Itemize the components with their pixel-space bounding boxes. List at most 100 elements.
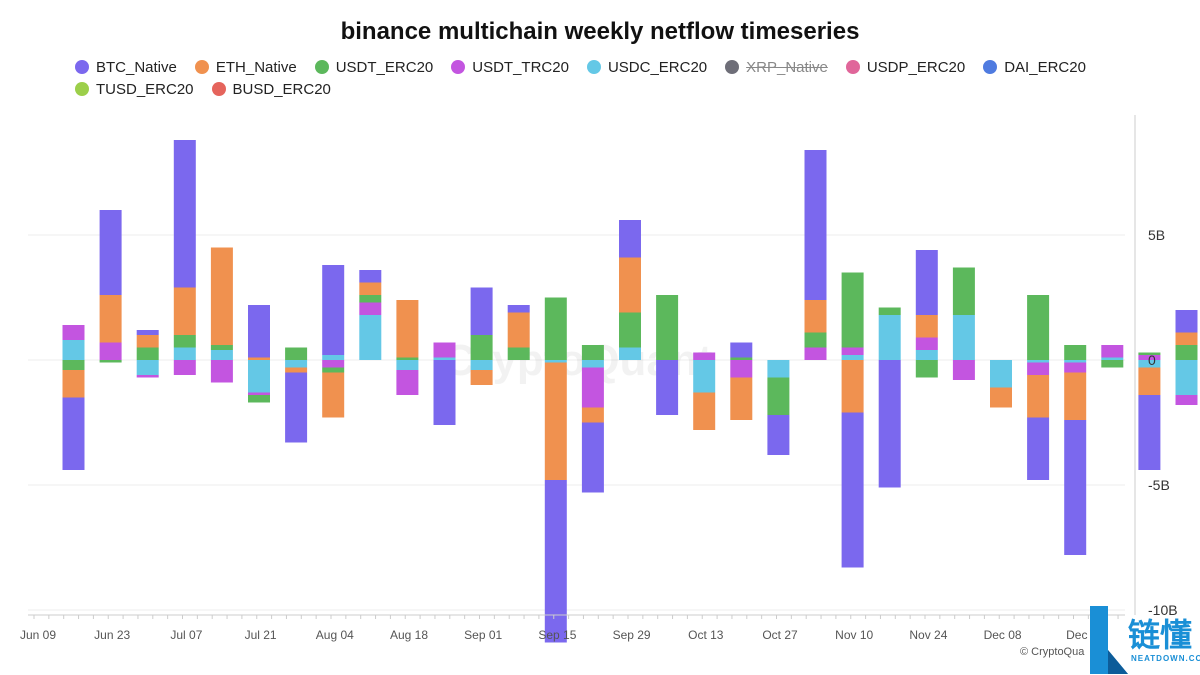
bar-usdc-erc20[interactable] bbox=[990, 360, 1012, 388]
bar-btc-native[interactable] bbox=[1027, 417, 1050, 481]
bar-usdt-trc20[interactable] bbox=[1064, 362, 1087, 373]
bar-btc-native[interactable] bbox=[804, 150, 827, 300]
bar-btc-native[interactable] bbox=[507, 305, 530, 313]
bar-btc-native[interactable] bbox=[173, 140, 196, 288]
bar-eth-native[interactable] bbox=[62, 370, 85, 398]
bar-btc-native[interactable] bbox=[322, 265, 345, 355]
bar-usdt-erc20[interactable] bbox=[544, 297, 567, 361]
bar-usdt-erc20[interactable] bbox=[173, 335, 196, 348]
bar-usdt-erc20[interactable] bbox=[581, 345, 604, 360]
bar-usdt-erc20[interactable] bbox=[952, 267, 975, 316]
bar-btc-native[interactable] bbox=[359, 270, 382, 283]
bar-usdc-erc20[interactable] bbox=[1101, 357, 1124, 361]
bar-usdt-erc20[interactable] bbox=[1101, 360, 1124, 368]
bar-usdc-erc20[interactable] bbox=[841, 355, 864, 360]
bar-usdt-trc20[interactable] bbox=[99, 342, 122, 361]
bar-usdt-erc20[interactable] bbox=[804, 332, 827, 348]
bar-eth-native[interactable] bbox=[507, 312, 530, 348]
legend-item-eth-native[interactable]: ETH_Native bbox=[194, 57, 297, 77]
bar-eth-native[interactable] bbox=[136, 335, 159, 348]
bar-eth-native[interactable] bbox=[173, 287, 196, 336]
bar-usdc-erc20[interactable] bbox=[1138, 360, 1161, 368]
bar-usdt-erc20[interactable] bbox=[656, 295, 679, 360]
bar-usdt-trc20[interactable] bbox=[952, 360, 975, 380]
bar-eth-native[interactable] bbox=[693, 392, 716, 431]
bar-btc-native[interactable] bbox=[285, 372, 308, 443]
bar-usdc-erc20[interactable] bbox=[433, 357, 456, 361]
bar-eth-native[interactable] bbox=[396, 300, 419, 358]
bar-usdc-erc20[interactable] bbox=[693, 360, 716, 393]
bar-usdc-erc20[interactable] bbox=[952, 315, 975, 360]
bar-usdc-erc20[interactable] bbox=[62, 340, 85, 360]
bar-usdt-trc20[interactable] bbox=[1027, 362, 1050, 376]
bar-usdt-erc20[interactable] bbox=[396, 357, 419, 361]
bar-usdt-trc20[interactable] bbox=[1175, 395, 1198, 405]
bar-usdc-erc20[interactable] bbox=[581, 360, 604, 368]
bar-usdc-erc20[interactable] bbox=[322, 355, 345, 360]
legend-item-btc-native[interactable]: BTC_Native bbox=[75, 57, 177, 77]
legend-item-usdt-trc20[interactable]: USDT_TRC20 bbox=[451, 57, 569, 77]
bar-usdt-erc20[interactable] bbox=[359, 295, 382, 303]
bar-usdc-erc20[interactable] bbox=[210, 350, 233, 360]
bar-btc-native[interactable] bbox=[581, 422, 604, 493]
bar-usdc-erc20[interactable] bbox=[396, 360, 419, 370]
bar-btc-native[interactable] bbox=[1064, 420, 1087, 555]
bar-usdt-trc20[interactable] bbox=[433, 342, 456, 358]
bar-eth-native[interactable] bbox=[915, 315, 938, 338]
bar-eth-native[interactable] bbox=[544, 362, 567, 481]
bar-usdt-erc20[interactable] bbox=[285, 347, 308, 361]
bar-usdc-erc20[interactable] bbox=[544, 360, 567, 363]
bar-btc-native[interactable] bbox=[99, 210, 122, 295]
bar-usdt-trc20[interactable] bbox=[210, 360, 233, 383]
bar-usdt-erc20[interactable] bbox=[507, 347, 530, 361]
bar-eth-native[interactable] bbox=[470, 370, 493, 385]
bar-usdc-erc20[interactable] bbox=[470, 360, 493, 370]
bar-usdt-trc20[interactable] bbox=[693, 352, 716, 361]
bar-btc-native[interactable] bbox=[730, 342, 753, 358]
bar-eth-native[interactable] bbox=[322, 372, 345, 418]
bar-usdc-erc20[interactable] bbox=[359, 315, 382, 360]
bar-usdc-erc20[interactable] bbox=[285, 360, 308, 368]
bar-usdt-trc20[interactable] bbox=[841, 347, 864, 356]
bar-usdt-erc20[interactable] bbox=[730, 357, 753, 361]
bar-usdt-erc20[interactable] bbox=[841, 272, 864, 348]
bar-eth-native[interactable] bbox=[730, 377, 753, 421]
bar-eth-native[interactable] bbox=[804, 300, 827, 333]
bar-usdt-trc20[interactable] bbox=[730, 360, 753, 378]
bar-eth-native[interactable] bbox=[581, 407, 604, 423]
bar-btc-native[interactable] bbox=[841, 412, 864, 568]
bar-eth-native[interactable] bbox=[285, 367, 308, 373]
bar-usdt-trc20[interactable] bbox=[359, 302, 382, 316]
bar-usdt-trc20[interactable] bbox=[581, 367, 604, 408]
bar-usdc-erc20[interactable] bbox=[1027, 360, 1050, 363]
bar-usdt-erc20[interactable] bbox=[62, 360, 85, 370]
bar-usdt-trc20[interactable] bbox=[804, 347, 827, 361]
bar-usdt-trc20[interactable] bbox=[62, 325, 85, 340]
bar-usdt-erc20[interactable] bbox=[1138, 352, 1161, 356]
bar-usdt-erc20[interactable] bbox=[619, 312, 641, 348]
bar-eth-native[interactable] bbox=[1138, 367, 1161, 396]
bar-usdc-erc20[interactable] bbox=[619, 347, 641, 361]
bar-usdt-erc20[interactable] bbox=[1175, 345, 1198, 360]
bar-usdt-erc20[interactable] bbox=[1064, 345, 1087, 360]
bar-btc-native[interactable] bbox=[656, 360, 679, 415]
legend-item-usdp-erc20[interactable]: USDP_ERC20 bbox=[845, 57, 965, 77]
legend-item-xrp-native[interactable]: XRP_Native bbox=[725, 57, 828, 77]
bar-usdt-trc20[interactable] bbox=[136, 375, 159, 378]
bar-btc-native[interactable] bbox=[136, 330, 159, 335]
bar-btc-native[interactable] bbox=[544, 480, 567, 643]
bar-eth-native[interactable] bbox=[1064, 372, 1087, 421]
bar-usdt-erc20[interactable] bbox=[322, 367, 345, 373]
bar-btc-native[interactable] bbox=[915, 250, 938, 315]
bar-usdt-erc20[interactable] bbox=[1027, 295, 1050, 360]
bar-usdt-erc20[interactable] bbox=[470, 335, 493, 360]
bar-usdt-trc20[interactable] bbox=[1138, 355, 1161, 360]
bar-btc-native[interactable] bbox=[767, 415, 790, 455]
legend-item-usdt-erc20[interactable]: USDT_ERC20 bbox=[314, 57, 433, 77]
bar-eth-native[interactable] bbox=[99, 295, 122, 343]
bar-usdc-erc20[interactable] bbox=[173, 347, 196, 361]
bar-usdc-erc20[interactable] bbox=[1064, 360, 1087, 363]
bar-usdt-trc20[interactable] bbox=[322, 360, 345, 368]
bar-eth-native[interactable] bbox=[1175, 332, 1198, 346]
bar-usdt-erc20[interactable] bbox=[767, 377, 790, 416]
